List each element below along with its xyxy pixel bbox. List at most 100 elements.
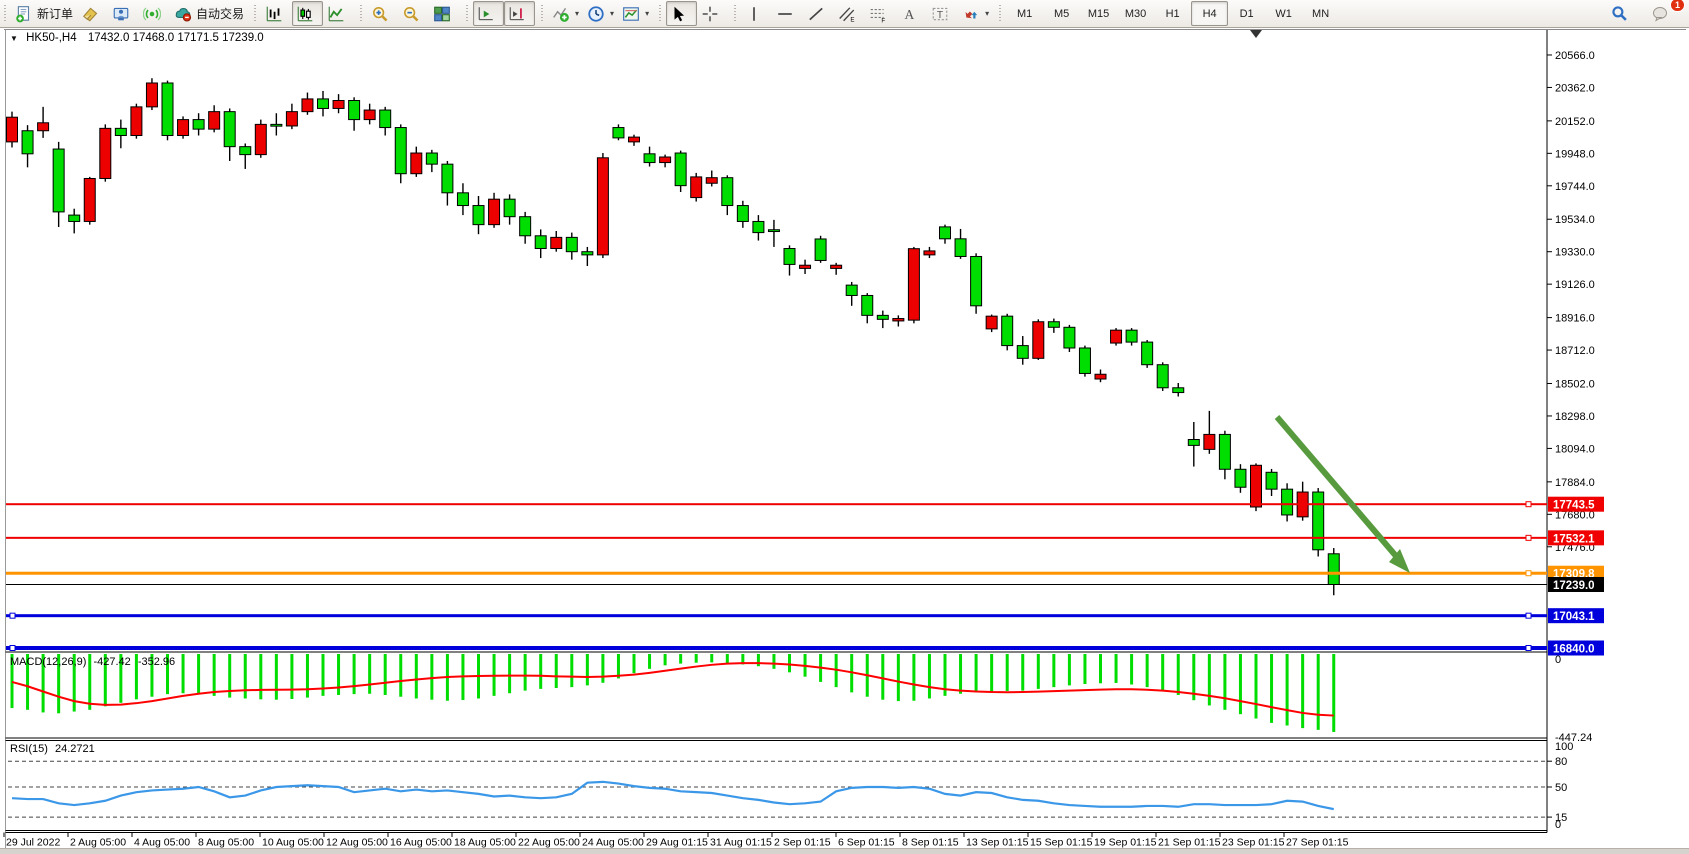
svg-text:6 Sep 01:15: 6 Sep 01:15 <box>838 837 895 849</box>
toolbar-grip[interactable] <box>540 4 546 23</box>
zoom-out-button[interactable] <box>398 1 429 26</box>
toolbar-group-objects: E F A T ▾ <box>730 0 995 27</box>
zoom-in-button[interactable] <box>367 1 398 26</box>
indicators-button[interactable]: ▾ <box>548 1 583 26</box>
ohlc-values: 17432.0 17468.0 17171.5 17239.0 <box>87 32 264 44</box>
timeframe-m30-button[interactable]: M30 <box>1124 7 1147 20</box>
search-button[interactable] <box>1607 1 1638 26</box>
profile-icon <box>112 5 130 23</box>
svg-text:18502.0: 18502.0 <box>1555 378 1595 390</box>
svg-text:17680.0: 17680.0 <box>1555 509 1595 521</box>
indicators-icon <box>552 5 570 23</box>
tile-windows-button[interactable] <box>429 1 460 26</box>
toolbar-grip[interactable] <box>359 4 365 23</box>
horizontal-line-icon <box>776 5 794 23</box>
toolbar-grip[interactable] <box>253 4 259 23</box>
svg-text:22 Aug 05:00: 22 Aug 05:00 <box>518 837 580 849</box>
svg-text:E: E <box>850 16 854 23</box>
svg-text:17043.1: 17043.1 <box>1553 611 1595 623</box>
svg-text:8 Sep 01:15: 8 Sep 01:15 <box>902 837 959 849</box>
svg-text:19330.0: 19330.0 <box>1555 247 1595 259</box>
toolbar-grip[interactable] <box>998 4 1004 23</box>
svg-text:19948.0: 19948.0 <box>1555 148 1595 160</box>
toolbar-grip[interactable] <box>658 4 664 23</box>
symbol-timeframe-label: HK50-,H4 <box>26 32 77 44</box>
autotrading-label: 自动交易 <box>196 7 245 21</box>
candlestick-icon <box>296 5 314 23</box>
timeframe-m1-button[interactable]: M1 <box>1016 7 1033 20</box>
toolbar-grip[interactable] <box>3 4 8 23</box>
svg-text:15 Sep 01:15: 15 Sep 01:15 <box>1030 837 1093 849</box>
svg-text:27 Sep 01:15: 27 Sep 01:15 <box>1286 837 1349 849</box>
timeframe-d1-button[interactable]: D1 <box>1239 7 1254 20</box>
line-chart-icon <box>327 5 345 23</box>
svg-text:18712.0: 18712.0 <box>1555 345 1595 357</box>
auto-scroll-button[interactable] <box>473 1 505 26</box>
signal-icon <box>143 5 162 23</box>
equidistant-channel-button[interactable]: E <box>834 1 865 26</box>
toolbar-group-scroll <box>462 0 537 27</box>
candlestick-button[interactable] <box>292 1 324 26</box>
svg-text:20566.0: 20566.0 <box>1555 50 1595 62</box>
chart-shift-icon <box>508 5 526 23</box>
svg-text:23 Sep 01:15: 23 Sep 01:15 <box>1222 837 1285 849</box>
svg-text:100: 100 <box>1555 741 1573 753</box>
dropdown-caret-icon[interactable]: ▾ <box>985 9 990 18</box>
timeframe-m15-button[interactable]: M15 <box>1087 7 1110 20</box>
svg-text:31 Aug 01:15: 31 Aug 01:15 <box>710 837 772 849</box>
toolbar-group-insert: ▾ ▾ ▾ <box>537 0 655 27</box>
toolbar-grip[interactable] <box>733 4 739 23</box>
timeframe-mn-button[interactable]: MN <box>1312 7 1330 20</box>
templates-button[interactable]: ▾ <box>618 1 653 26</box>
crosshair-button[interactable] <box>697 1 728 26</box>
horizontal-line-button[interactable] <box>772 1 803 26</box>
svg-text:24 Aug 05:00: 24 Aug 05:00 <box>582 837 644 849</box>
new-order-button[interactable]: 新订单 <box>11 1 77 26</box>
svg-text:19 Sep 01:15: 19 Sep 01:15 <box>1094 837 1157 849</box>
svg-text:80: 80 <box>1555 756 1567 768</box>
dropdown-caret-icon[interactable]: ▾ <box>610 9 615 18</box>
timeframe-w1-button[interactable]: W1 <box>1275 7 1292 20</box>
arrows-button[interactable]: ▾ <box>958 1 993 26</box>
text-button[interactable]: A <box>896 1 927 26</box>
svg-text:8 Aug 05:00: 8 Aug 05:00 <box>198 837 254 849</box>
eraser-button[interactable] <box>77 1 108 26</box>
svg-text:29 Jul 2022: 29 Jul 2022 <box>6 837 60 849</box>
vertical-line-button[interactable] <box>741 1 772 26</box>
autotrading-button[interactable]: 自动交易 <box>170 1 248 26</box>
toolbar-grip[interactable] <box>465 4 471 23</box>
templates-icon <box>622 5 640 23</box>
svg-text:21 Sep 01:15: 21 Sep 01:15 <box>1158 837 1221 849</box>
svg-text:T: T <box>937 9 943 20</box>
periods-button[interactable]: ▾ <box>583 1 618 26</box>
profile-button[interactable] <box>108 1 139 26</box>
bar-chart-button[interactable] <box>261 1 292 26</box>
trendline-button[interactable] <box>803 1 834 26</box>
chart-shift-button[interactable] <box>504 1 536 26</box>
periods-icon <box>587 5 605 23</box>
line-chart-button[interactable] <box>323 1 354 26</box>
dropdown-caret-icon[interactable]: ▾ <box>645 9 650 18</box>
svg-text:17743.5: 17743.5 <box>1553 500 1595 512</box>
text-label-button[interactable]: T <box>927 1 958 26</box>
signal-button[interactable] <box>139 1 170 26</box>
svg-text:A: A <box>905 7 915 22</box>
chevron-down-icon[interactable]: ▼ <box>10 34 18 43</box>
svg-text:19126.0: 19126.0 <box>1555 279 1595 291</box>
timeframe-h4-button[interactable]: H4 <box>1191 1 1229 26</box>
svg-text:18 Aug 05:00: 18 Aug 05:00 <box>454 837 516 849</box>
dropdown-caret-icon[interactable]: ▾ <box>575 9 580 18</box>
fibonacci-button[interactable]: F <box>865 1 896 26</box>
eraser-icon <box>81 5 99 23</box>
toolbar-group-timeframes: M1 M5 M15 M30 H1 H4 D1 W1 MN <box>995 0 1341 27</box>
cursor-button[interactable] <box>666 1 698 26</box>
timeframe-h1-button[interactable]: H1 <box>1165 7 1180 20</box>
search-icon <box>1612 6 1627 21</box>
timeframe-m5-button[interactable]: M5 <box>1053 7 1070 20</box>
macd-main-value: -427.42 <box>93 656 131 668</box>
chat-button[interactable]: 1 <box>1648 0 1685 26</box>
svg-text:2 Sep 01:15: 2 Sep 01:15 <box>774 837 831 849</box>
rsi-indicator-label: RSI(15) 24.2721 <box>10 743 95 755</box>
